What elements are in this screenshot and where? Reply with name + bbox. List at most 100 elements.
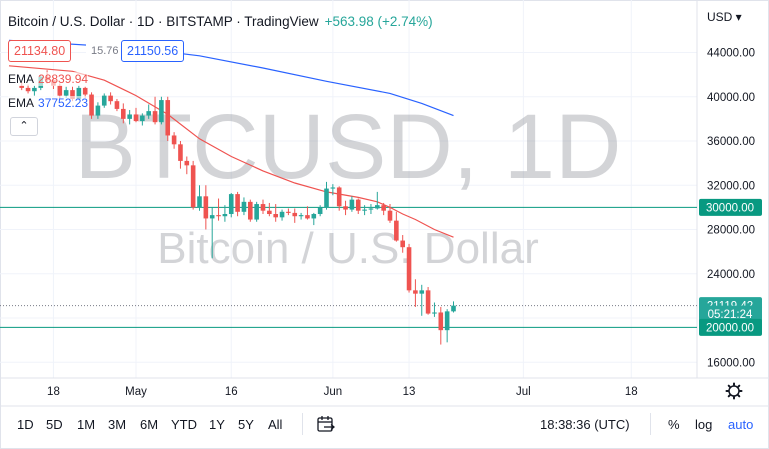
range-ytd[interactable]: YTD — [171, 417, 197, 432]
candle-body — [336, 187, 342, 207]
grid — [0, 0, 769, 407]
gear-icon[interactable] — [725, 382, 743, 400]
range-all[interactable]: All — [268, 417, 283, 432]
candle-body — [381, 205, 386, 211]
candle — [114, 98, 120, 112]
time-tick-label: 18 — [47, 386, 60, 398]
price-change: +563.98 (+2.74%) — [324, 14, 433, 29]
candle-body — [400, 240, 405, 248]
candle-body — [235, 194, 240, 212]
price-axis[interactable]: 44000.00 40000.00 36000.00 32000.00 28000.00… — [699, 48, 762, 370]
time-tick-label: Jun — [324, 386, 343, 398]
price-tick-label: 28000.00 — [707, 225, 755, 237]
candle-body — [387, 210, 393, 221]
range-6m[interactable]: 6M — [140, 417, 159, 432]
candle — [375, 191, 380, 210]
candle-body — [32, 87, 37, 92]
candle-body — [324, 188, 329, 208]
candle-body — [419, 290, 425, 294]
candle — [171, 132, 177, 149]
candle — [216, 198, 221, 221]
candle-body — [273, 214, 278, 218]
candle — [413, 279, 418, 307]
candle-body — [317, 207, 323, 215]
candle-body — [368, 208, 374, 210]
price-tick-label: 40000.00 — [707, 92, 755, 104]
price-label-box — [699, 305, 762, 323]
candle-body — [76, 87, 82, 99]
candle — [349, 196, 355, 212]
log-scale-toggle[interactable]: log — [695, 417, 713, 432]
range-1d[interactable]: 1D — [17, 417, 34, 432]
candle-body — [197, 196, 202, 208]
candle-body — [108, 95, 113, 102]
candle-body — [425, 290, 431, 314]
candle — [438, 306, 444, 345]
candle-body — [355, 199, 361, 211]
time-axis[interactable]: 18 May 16 Jun 13 Jul 18 — [47, 386, 638, 398]
candle-body — [89, 94, 94, 116]
candle-body — [114, 101, 120, 109]
candle — [32, 85, 37, 96]
legend-volume-value: 15.76 — [86, 41, 124, 63]
horizontal-lines[interactable] — [0, 206, 697, 328]
calendar-goto-icon[interactable] — [317, 416, 335, 433]
price-tick-label: 44000.00 — [707, 48, 755, 60]
time-tick-label: 13 — [403, 386, 416, 398]
candle — [267, 202, 272, 217]
chart-canvas[interactable]: BTCUSD, 1D Bitcoin / U.S. Dollar 44000.0… — [0, 0, 769, 407]
candle — [159, 96, 164, 125]
range-5y[interactable]: 5Y — [238, 417, 254, 432]
candle — [387, 204, 393, 223]
candle — [394, 211, 399, 242]
auto-scale-toggle[interactable]: auto — [728, 417, 754, 432]
candle-body — [311, 214, 317, 219]
candle-body — [171, 135, 177, 145]
candle-body — [152, 111, 158, 123]
candle-body — [279, 211, 285, 218]
ema-slow-legend[interactable]: EMA 37752.23 — [8, 96, 89, 110]
candle — [203, 185, 209, 230]
candle — [400, 235, 405, 253]
candle — [133, 107, 139, 123]
symbol-header[interactable]: Bitcoin / U.S. Dollar · 1D · BITSTAMP · … — [8, 14, 433, 29]
legend-open-value: 21134.80 — [8, 40, 72, 62]
percent-scale-toggle[interactable]: % — [668, 417, 680, 432]
candle-body — [406, 247, 412, 291]
candle-body — [209, 215, 215, 219]
price-tick-label: 24000.00 — [707, 269, 755, 281]
candle-body — [178, 144, 183, 161]
candle-body — [267, 210, 272, 215]
range-3m[interactable]: 3M — [108, 417, 127, 432]
candle — [425, 287, 431, 315]
price-label-text: 20000.00 — [706, 322, 754, 334]
range-1y[interactable]: 1Y — [209, 417, 225, 432]
candle — [209, 207, 215, 259]
time-tick-label: 16 — [225, 386, 238, 398]
bottom-toolbar: 1D 5D 1M 3M 6M YTD 1Y 5Y All 18:38:36 (U… — [0, 407, 769, 441]
candle — [305, 206, 310, 220]
candle-body — [248, 201, 253, 220]
candle — [248, 199, 253, 222]
candle — [152, 96, 158, 125]
candle-body — [165, 100, 171, 136]
time-tick-label: Jul — [516, 386, 531, 398]
range-5d[interactable]: 5D — [46, 417, 63, 432]
currency-menu[interactable]: USD ▾ — [707, 10, 742, 24]
candle — [241, 197, 247, 216]
candle-body — [101, 95, 107, 106]
clock-timezone[interactable]: 18:38:36 (UTC) — [540, 417, 630, 432]
collapse-legend-button[interactable]: ⌃ — [10, 117, 38, 136]
candle-body — [140, 115, 145, 122]
chevron-up-icon: ⌃ — [19, 120, 29, 132]
candle-body — [222, 214, 228, 217]
range-1m[interactable]: 1M — [77, 417, 96, 432]
ema-fast-value: 28839.94 — [38, 72, 89, 86]
candle-body — [260, 204, 266, 211]
ema-fast-legend[interactable]: EMA 28839.94 — [8, 72, 89, 86]
candle — [178, 141, 183, 169]
price-tick-label: 16000.00 — [707, 357, 755, 369]
candle — [406, 243, 412, 293]
candle-body — [146, 111, 151, 116]
candle — [254, 201, 259, 222]
